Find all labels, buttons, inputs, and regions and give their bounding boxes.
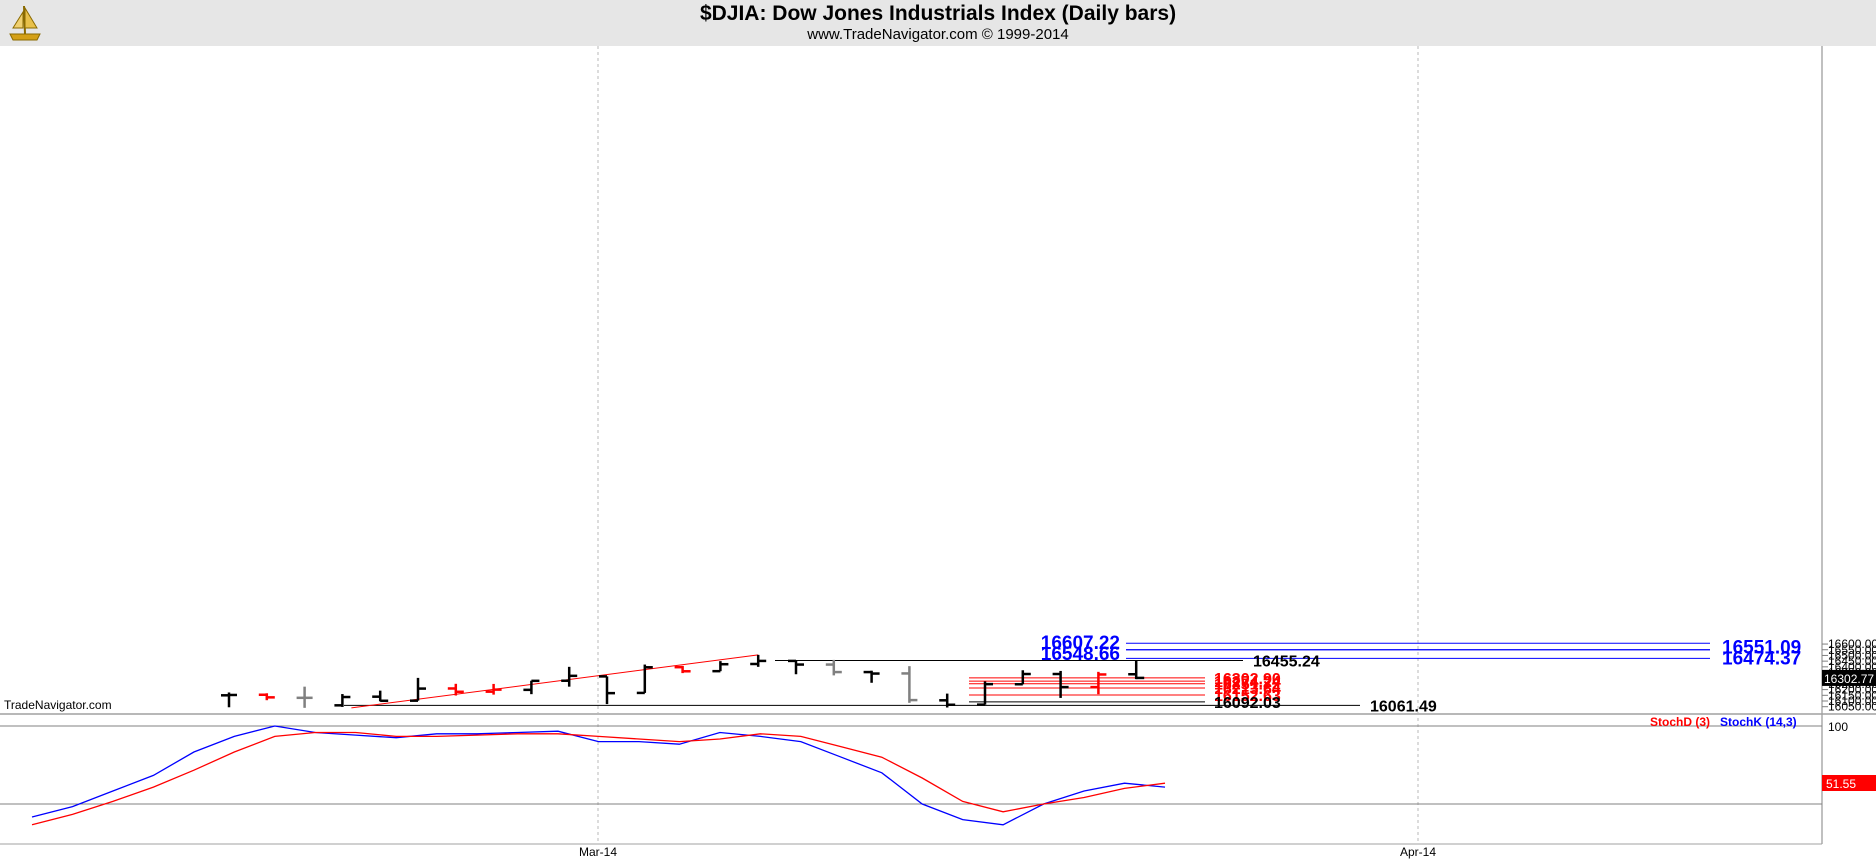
y-tick-label: 16600.00 bbox=[1828, 637, 1876, 651]
y-tick-label: 16450.00 bbox=[1828, 654, 1876, 668]
trade-navigator-logo-icon[interactable] bbox=[4, 2, 46, 42]
legend-stochk: StochK (14,3) bbox=[1720, 715, 1797, 729]
watermark-text: TradeNavigator.com bbox=[4, 698, 112, 712]
chart-subtitle: www.TradeNavigator.com © 1999-2014 bbox=[807, 26, 1069, 43]
last-price-box bbox=[1822, 669, 1876, 686]
level-label: 16061.49 bbox=[1370, 698, 1437, 715]
level-label: 16548.66 bbox=[1041, 644, 1120, 665]
x-tick-label: Apr-14 bbox=[1400, 845, 1436, 859]
chart-title: $DJIA: Dow Jones Industrials Index (Dail… bbox=[699, 2, 1177, 25]
level-label: 16455.24 bbox=[1253, 654, 1320, 671]
level-label: 16302.90 bbox=[1214, 671, 1281, 688]
y-tick-label: 16550.00 bbox=[1828, 643, 1876, 657]
legend-stochd: StochD (3) bbox=[1650, 715, 1710, 729]
stoch-y-tick-label: 100 bbox=[1828, 720, 1848, 734]
level-label: 16251.72 bbox=[1214, 677, 1281, 694]
stoch-last-value-box bbox=[1822, 775, 1876, 791]
last-price-label: 16302.77 bbox=[1824, 672, 1874, 686]
level-label: 16092.03 bbox=[1214, 695, 1281, 712]
level-label: 16474.37 bbox=[1722, 648, 1801, 669]
x-tick-label: Mar-14 bbox=[579, 845, 617, 859]
chart-header bbox=[0, 0, 1876, 46]
y-tick-label: 16500.00 bbox=[1828, 648, 1876, 662]
level-label: 16152.63 bbox=[1214, 688, 1281, 705]
price-pane bbox=[0, 46, 1822, 714]
y-tick-label: 16150.00 bbox=[1828, 688, 1876, 702]
y-tick-label: 16050.00 bbox=[1828, 700, 1876, 714]
stoch-last-value-label: 51.55 bbox=[1826, 777, 1856, 791]
y-axis-area bbox=[1822, 46, 1876, 860]
level-label: 16607.22 bbox=[1041, 633, 1120, 654]
stoch-line-d bbox=[31, 731, 1166, 826]
level-label: 16213.64 bbox=[1214, 681, 1281, 698]
stoch-line-k bbox=[31, 725, 1166, 826]
y-tick-label: 16100.00 bbox=[1828, 694, 1876, 708]
level-label: 16274.24 bbox=[1214, 674, 1281, 691]
y-tick-label: 16200.00 bbox=[1828, 683, 1876, 697]
level-label: 16551.09 bbox=[1722, 638, 1801, 659]
